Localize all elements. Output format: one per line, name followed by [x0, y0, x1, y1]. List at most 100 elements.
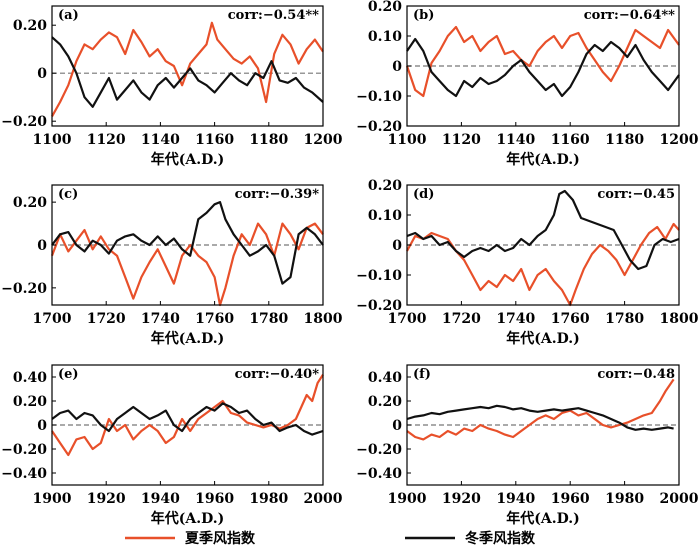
winter-monsoon-series	[51, 402, 324, 436]
x-axis-label: 年代(A.D.)	[506, 510, 580, 527]
chart-panel: 1100 1120 1140 1160 1180 1200 −0.20 −0.10 0 0.10 0…	[356, 0, 699, 168]
panel-label: (e)	[58, 367, 79, 382]
y-tick-label: −0.20	[356, 298, 402, 314]
x-tick-label: 1100	[33, 132, 72, 148]
x-tick-label: 1900	[388, 491, 427, 507]
y-tick-label: 0.20	[13, 394, 47, 410]
y-tick-label: 0.40	[368, 370, 402, 386]
x-tick-label: 1140	[496, 132, 535, 148]
correlation-annotation: corr:−0.64**	[584, 8, 675, 23]
panel-label: (a)	[58, 8, 79, 23]
x-tick-label: 1780	[605, 311, 644, 327]
x-tick-label: 1140	[141, 132, 180, 148]
x-tick-label: 1780	[249, 311, 288, 327]
winter-monsoon-series	[406, 189, 680, 271]
chart-panel: 1900 1920 1940 1960 1980 2000 −0.40 −0.20 0 0.20 0…	[356, 364, 699, 527]
summer-monsoon-series	[405, 25, 680, 98]
x-tick-label: 1100	[388, 132, 427, 148]
x-tick-label: 1180	[605, 132, 644, 148]
x-axis-label: 年代(A.D.)	[151, 330, 225, 347]
chart-panel: 1900 1920 1940 1960 1980 2000 −0.40 −0.20 0 0.20 0…	[1, 364, 343, 527]
y-tick-label: −0.20	[1, 114, 47, 130]
correlation-annotation: corr:−0.45	[597, 187, 675, 202]
y-tick-label: 0.20	[368, 0, 402, 15]
x-tick-label: 1200	[304, 132, 343, 148]
x-tick-label: 1120	[442, 132, 481, 148]
y-tick-label: 0.20	[13, 195, 47, 211]
x-axis-label: 年代(A.D.)	[151, 510, 225, 527]
y-tick-label: −0.40	[356, 466, 402, 482]
winter-monsoon-series	[406, 37, 680, 98]
x-axis-label: 年代(A.D.)	[506, 330, 580, 347]
x-axis-label: 年代(A.D.)	[151, 151, 225, 168]
y-tick-label: −0.20	[356, 119, 402, 135]
panel-label: (d)	[413, 187, 434, 202]
x-tick-label: 1920	[87, 491, 126, 507]
x-tick-label: 1160	[551, 132, 590, 148]
y-tick-label: 0	[392, 418, 402, 434]
panel-label: (b)	[413, 8, 434, 23]
correlation-annotation: corr:−0.39*	[235, 187, 320, 202]
y-tick-label: 0.10	[368, 208, 402, 224]
y-tick-label: 0.10	[368, 29, 402, 45]
x-tick-label: 1760	[195, 311, 234, 327]
summer-monsoon-series	[406, 378, 675, 441]
x-tick-label: 1720	[442, 311, 481, 327]
x-tick-label: 1200	[660, 132, 699, 148]
winter-monsoon-series	[51, 201, 324, 285]
x-tick-label: 1800	[304, 311, 343, 327]
x-tick-label: 1700	[388, 311, 427, 327]
y-tick-label: −0.20	[1, 442, 47, 458]
x-tick-label: 1120	[87, 132, 126, 148]
plot-frame	[51, 5, 324, 127]
x-tick-label: 1760	[551, 311, 590, 327]
y-tick-label: 0.20	[368, 394, 402, 410]
x-tick-label: 1800	[660, 311, 699, 327]
y-tick-label: 0	[392, 238, 402, 254]
y-tick-label: 0	[37, 238, 47, 254]
x-tick-label: 1740	[141, 311, 180, 327]
legend-winter-label: 冬季风指数	[465, 530, 536, 547]
x-tick-label: 2000	[304, 491, 343, 507]
summer-monsoon-series	[51, 374, 324, 457]
x-tick-label: 1720	[87, 311, 126, 327]
y-tick-label: −0.10	[356, 268, 402, 284]
y-tick-label: −0.10	[356, 89, 402, 105]
x-tick-label: 1980	[605, 491, 644, 507]
panel-label: (f)	[413, 367, 431, 382]
x-tick-label: 1980	[249, 491, 288, 507]
x-tick-label: 1960	[551, 491, 590, 507]
chart-panel: 1700 1720 1740 1760 1780 1800 −0.20 −0.10 0 0.10 0…	[356, 178, 699, 347]
summer-monsoon-series	[50, 222, 324, 307]
x-tick-label: 1960	[195, 491, 234, 507]
y-tick-label: 0.20	[13, 18, 47, 34]
summer-monsoon-series	[51, 21, 324, 117]
correlation-annotation: corr:−0.54**	[228, 8, 319, 23]
y-tick-label: −0.20	[356, 442, 402, 458]
panel-label: (c)	[58, 187, 78, 202]
winter-monsoon-series	[406, 404, 674, 431]
winter-monsoon-series	[51, 36, 324, 108]
x-tick-label: 1180	[249, 132, 288, 148]
y-tick-label: 0.20	[368, 178, 402, 194]
chart-panel: 1100 1120 1140 1160 1180 1200 −0.20 0 0.20 (a) cor…	[1, 5, 343, 168]
legend-summer-label: 夏季风指数	[185, 530, 256, 547]
correlation-annotation: corr:−0.40*	[235, 367, 320, 382]
x-tick-label: 1160	[195, 132, 234, 148]
x-tick-label: 1940	[496, 491, 535, 507]
correlation-annotation: corr:−0.48	[597, 367, 675, 382]
chart-panel: 1700 1720 1740 1760 1780 1800 −0.20 0 0.20 (c) cor…	[1, 184, 343, 347]
y-tick-label: 0	[37, 66, 47, 82]
x-tick-label: 1900	[33, 491, 72, 507]
y-tick-label: −0.20	[1, 281, 47, 297]
x-tick-label: 2000	[660, 491, 699, 507]
y-tick-label: 0.40	[13, 370, 47, 386]
x-tick-label: 1920	[442, 491, 481, 507]
summer-monsoon-series	[406, 222, 680, 307]
legend: 夏季风指数 冬季风指数	[125, 530, 536, 547]
x-tick-label: 1700	[33, 311, 72, 327]
x-axis-label: 年代(A.D.)	[506, 151, 580, 168]
y-tick-label: −0.40	[1, 466, 47, 482]
x-tick-label: 1740	[496, 311, 535, 327]
